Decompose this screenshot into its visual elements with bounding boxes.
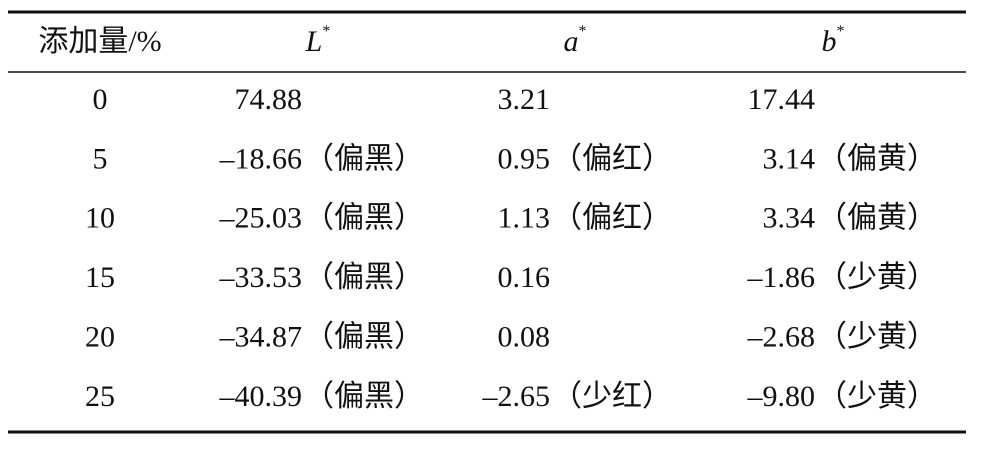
value-cell: –2.68 — [747, 320, 816, 353]
amount-cell: 20 — [85, 320, 115, 353]
note-cell: （少黄） — [817, 320, 937, 353]
header-letter: L — [305, 25, 323, 58]
value-cell: –25.03 — [219, 202, 303, 235]
amount-cell: 10 — [85, 202, 115, 235]
amount-cell: 15 — [85, 261, 115, 294]
header-cell: L* — [305, 23, 331, 58]
header-cell: b* — [822, 23, 845, 58]
value-cell: 1.13 — [498, 202, 551, 235]
note-cell: （偏黑） — [304, 202, 424, 235]
value-cell: –9.80 — [747, 380, 816, 413]
header-cell: a* — [564, 23, 587, 58]
value-cell: 0.95 — [498, 142, 551, 175]
note-cell: （少红） — [552, 380, 672, 413]
note-cell: （少黄） — [817, 261, 937, 294]
header-cell: 添加量/% — [38, 25, 161, 58]
value-cell: 3.14 — [763, 142, 816, 175]
header-sup: * — [322, 23, 330, 40]
value-cell: –40.39 — [219, 380, 303, 413]
value-cell: –33.53 — [219, 261, 303, 294]
header-sup: * — [837, 23, 845, 40]
header-letter: b — [822, 25, 837, 58]
header-letter: a — [564, 25, 579, 58]
amount-cell: 0 — [93, 83, 108, 116]
note-cell: （偏黑） — [304, 320, 424, 353]
value-cell: 0.16 — [498, 261, 551, 294]
note-cell: （偏黑） — [304, 261, 424, 294]
note-cell: （偏黄） — [817, 202, 937, 235]
value-cell: 0.08 — [498, 320, 551, 353]
value-cell: 17.44 — [748, 83, 816, 116]
amount-cell: 25 — [85, 380, 115, 413]
header-sup: * — [579, 23, 587, 40]
note-cell: （偏黑） — [304, 142, 424, 175]
amount-cell: 5 — [93, 142, 108, 175]
note-cell: （偏黑） — [304, 380, 424, 413]
value-cell: –18.66 — [219, 142, 303, 175]
note-cell: （少黄） — [817, 380, 937, 413]
value-cell: 74.88 — [235, 83, 303, 116]
value-cell: –2.65 — [482, 380, 551, 413]
value-cell: –34.87 — [219, 320, 303, 353]
value-cell: 3.21 — [498, 83, 551, 116]
value-cell: 3.34 — [763, 202, 816, 235]
note-cell: （偏红） — [552, 142, 672, 175]
note-cell: （偏黄） — [817, 142, 937, 175]
note-cell: （偏红） — [552, 202, 672, 235]
value-cell: –1.86 — [747, 261, 816, 294]
